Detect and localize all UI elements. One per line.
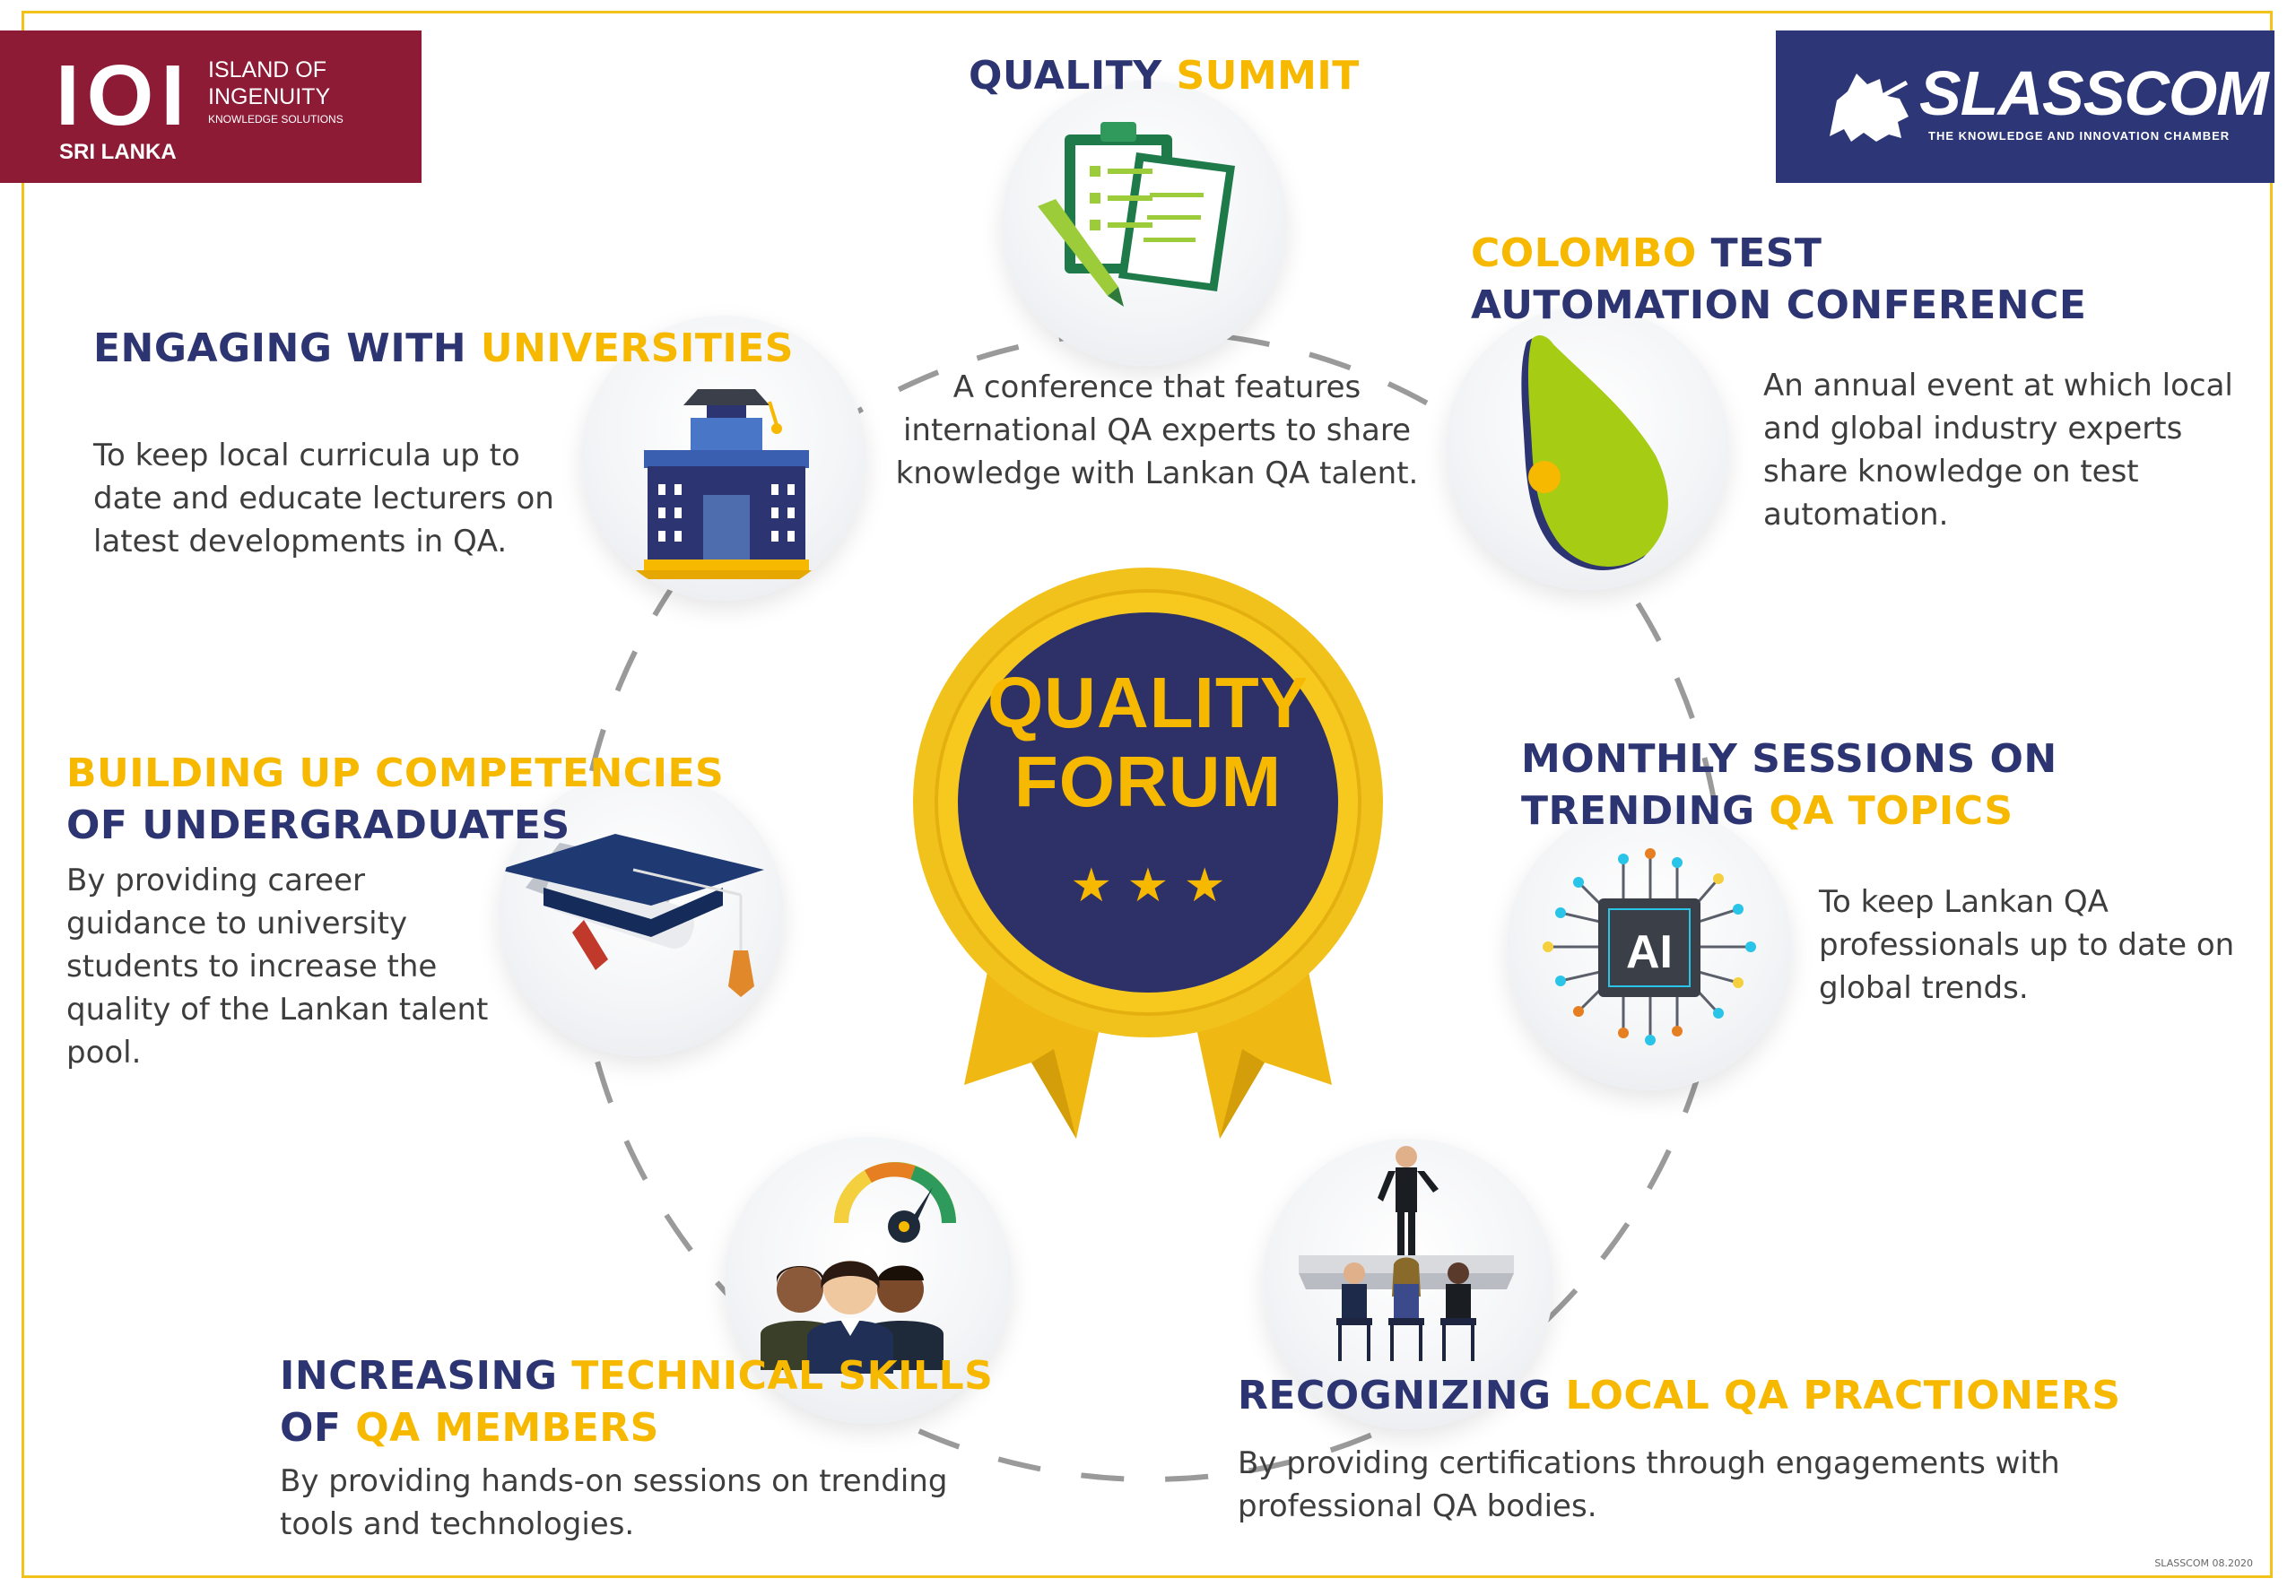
slasscom-wordmark: SLASSCOM (1919, 58, 2269, 128)
sri-lanka-map-icon (1521, 334, 1668, 570)
rating-stars: ★ ★ ★ (1070, 859, 1226, 913)
island-of-ingenuity-logo: IOI ISLAND OF INGENUITY KNOWLEDGE SOLUTI… (0, 30, 422, 183)
recognizing-heading: RECOGNIZING LOCAL QA PRACTIONERS (1238, 1370, 2121, 1422)
summit-desc-line-1: A conference that features (952, 369, 1361, 405)
undergrad-heading: BUILDING UP COMPETENCIES OF UNDERGRADUAT… (66, 748, 724, 852)
undergrad-title-line-2: OF UNDERGRADUATES (66, 802, 570, 848)
ioi-mark: IOI (56, 48, 193, 143)
undergrad-desc-line-3: students to increase the (66, 949, 438, 984)
presentation-stage-icon (1299, 1146, 1514, 1361)
recognizing-title-part-1: RECOGNIZING (1238, 1373, 1566, 1418)
technical-heading: INCREASING TECHNICAL SKILLS OF QA MEMBER… (280, 1350, 993, 1454)
monthly-title-part-2a: TRENDING (1521, 788, 1770, 834)
universities-heading: ENGAGING WITH UNIVERSITIES (93, 323, 794, 375)
recognizing-desc-line-1: By providing certifications through enga… (1238, 1445, 2060, 1481)
colombo-title-part-2: TEST (1710, 230, 1822, 276)
logo-line-1: ISLAND OF (208, 57, 326, 82)
undergrad-title-line-1: BUILDING UP COMPETENCIES (66, 750, 725, 796)
clipboard-icon (1038, 122, 1235, 307)
summit-desc-line-3: knowledge with Lankan QA talent. (895, 455, 1419, 491)
footer-credit: SLASSCOM 08.2020 (2154, 1557, 2253, 1569)
undergrad-desc-line-2: guidance to university (66, 906, 408, 941)
technical-description: By providing hands-on sessions on trendi… (280, 1460, 1015, 1546)
summit-title-part-1: QUALITY (969, 53, 1177, 99)
recognizing-title-part-2: LOCAL QA PRACTIONERS (1565, 1373, 2121, 1418)
colombo-description: An annual event at which local and globa… (1763, 364, 2266, 536)
slasscom-logo: SLASSCOM THE KNOWLEDGE AND INNOVATION CH… (1776, 30, 2274, 183)
universities-desc-line-2: date and educate lecturers on (93, 481, 554, 516)
summit-description: A conference that features international… (861, 366, 1453, 495)
colombo-desc-line-4: automation. (1763, 497, 1949, 533)
colombo-desc-line-2: and global industry experts (1763, 411, 2183, 447)
monthly-desc-line-2: professionals up to date on (1819, 927, 2235, 963)
technical-title-part-1a: INCREASING (280, 1353, 572, 1399)
technical-icon-circle (725, 1137, 1012, 1424)
team-gauge-icon (761, 1162, 956, 1374)
summit-heading: QUALITY SUMMIT (969, 50, 1360, 102)
technical-desc-line-1: By providing hands-on sessions on trendi… (280, 1463, 948, 1499)
summit-icon-circle (1002, 81, 1287, 366)
technical-desc-line-2: tools and technologies. (280, 1506, 635, 1542)
logo-line-3: KNOWLEDGE SOLUTIONS (208, 113, 344, 126)
monthly-description: To keep Lankan QA professionals up to da… (1819, 880, 2258, 1010)
colombo-icon-circle (1446, 307, 1729, 590)
recognizing-icon-circle (1263, 1139, 1553, 1429)
quality-forum-title: QUALITY FORUM (906, 664, 1390, 821)
undergrad-icon-circle (499, 771, 784, 1056)
colombo-heading: COLOMBO TEST AUTOMATION CONFERENCE (1471, 228, 2086, 332)
summit-title-part-2: SUMMIT (1176, 53, 1360, 99)
technical-title-part-2a: OF (280, 1405, 356, 1451)
universities-title-part-1: ENGAGING WITH (93, 325, 481, 371)
logo-line-2: INGENUITY (208, 84, 331, 109)
technical-title-part-2b: QA MEMBERS (355, 1405, 659, 1451)
monthly-desc-line-1: To keep Lankan QA (1819, 884, 2109, 920)
recognizing-description: By providing certifications through enga… (1238, 1442, 2135, 1528)
undergrad-desc-line-1: By providing career (66, 863, 365, 898)
undergrad-description: By providing career guidance to universi… (66, 859, 515, 1074)
logo-line-4: SRI LANKA (59, 140, 177, 164)
quality-forum-badge (913, 568, 1383, 1139)
lion-icon (1830, 74, 1909, 142)
slasscom-tagline: THE KNOWLEDGE AND INNOVATION CHAMBER (1928, 129, 2231, 143)
undergrad-desc-line-5: pool. (66, 1035, 142, 1071)
title-line-quality: QUALITY (987, 663, 1309, 742)
universities-description: To keep local curricula up to date and e… (93, 434, 596, 563)
monthly-title-part-2b: QA TOPICS (1769, 788, 2013, 834)
graduation-cap-icon (499, 834, 764, 997)
universities-desc-line-3: latest developments in QA. (93, 524, 508, 559)
monthly-icon-circle: AI (1507, 805, 1792, 1090)
colombo-title-part-1: COLOMBO (1471, 230, 1711, 276)
monthly-title-line-1: MONTHLY SESSIONS ON (1521, 736, 2057, 782)
ai-chip-label: AI (1626, 926, 1673, 978)
university-building-icon (635, 389, 818, 579)
technical-title-part-1b: TECHNICAL SKILLS (571, 1353, 994, 1399)
universities-icon-circle (581, 316, 866, 601)
undergrad-desc-line-4: quality of the Lankan talent (66, 992, 489, 1028)
universities-title-part-2: UNIVERSITIES (480, 325, 794, 371)
monthly-desc-line-3: global trends. (1819, 970, 2029, 1006)
colombo-desc-line-1: An annual event at which local (1763, 368, 2233, 403)
universities-desc-line-1: To keep local curricula up to (93, 438, 520, 473)
summit-desc-line-2: international QA experts to share (902, 412, 1411, 448)
recognizing-desc-line-2: professional QA bodies. (1238, 1488, 1597, 1524)
ai-chip-icon (1543, 848, 1756, 1045)
monthly-heading: MONTHLY SESSIONS ON TRENDING QA TOPICS (1521, 733, 2057, 837)
page-border (22, 11, 2273, 1578)
colombo-desc-line-3: share knowledge on test (1763, 454, 2139, 490)
colombo-title-line-2: AUTOMATION CONFERENCE (1471, 282, 2087, 328)
title-line-forum: FORUM (1013, 742, 1283, 821)
